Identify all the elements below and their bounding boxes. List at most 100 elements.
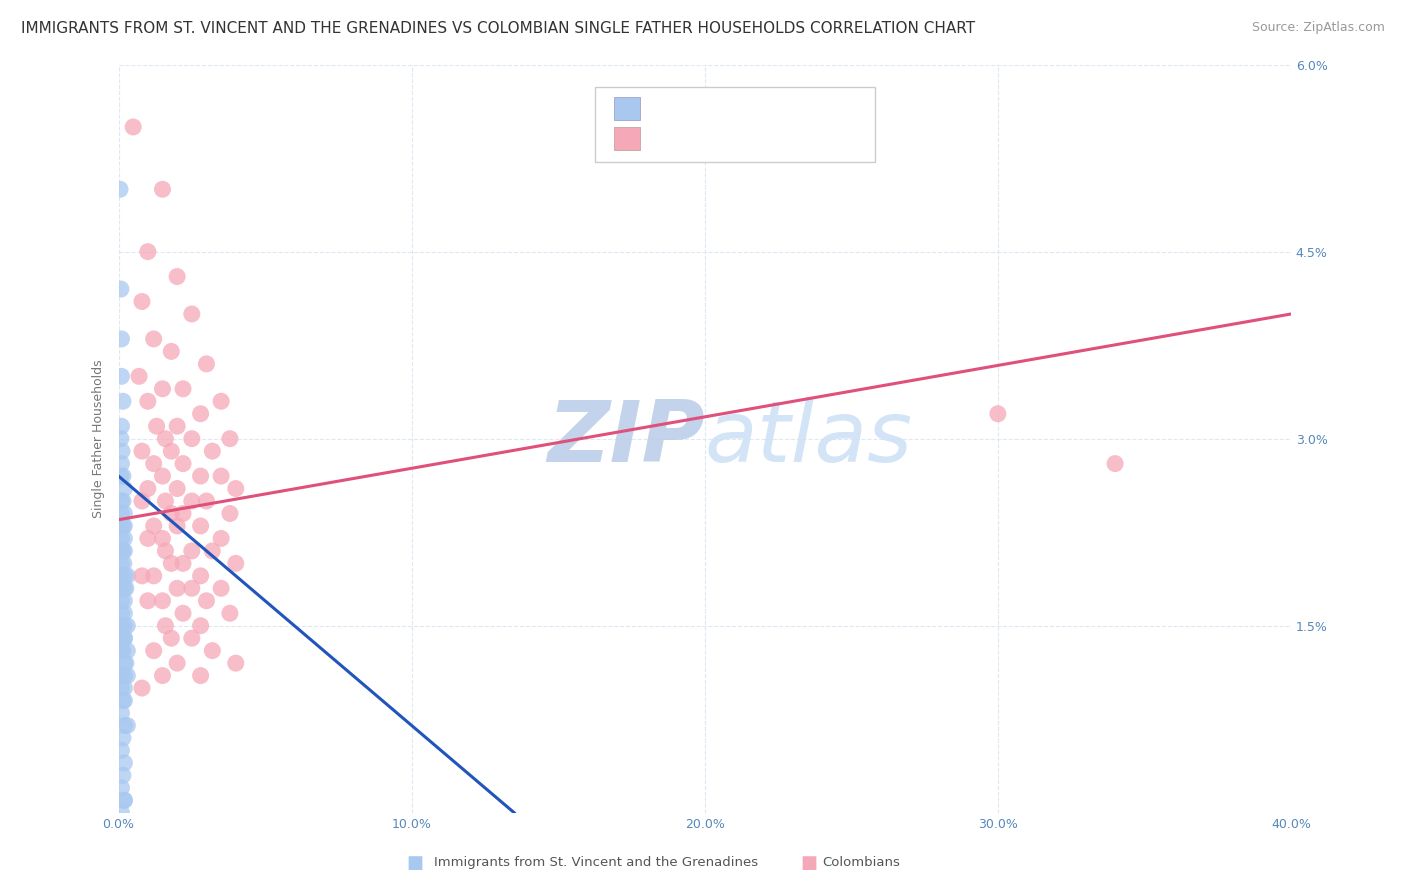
Point [112,557,135,571]
Point [112,793,135,807]
Point [155,494,177,508]
Point [110,432,132,446]
Point [180,494,202,508]
Point [110,780,132,795]
Point [1104,457,1126,471]
Point [112,482,135,496]
Text: ■: ■ [406,854,423,871]
Point [160,444,183,458]
Point [111,469,134,483]
Point [112,718,135,732]
Point [111,643,134,657]
Point [117,643,139,657]
Point [112,618,135,632]
Point [190,407,212,421]
Point [131,494,153,508]
Point [180,631,202,645]
Point [180,307,202,321]
Point [111,394,134,409]
Point [131,681,153,695]
Point [110,594,132,608]
Point [110,643,132,657]
Point [166,269,188,284]
Point [110,618,132,632]
Point [112,681,135,695]
Point [180,582,202,596]
Point [110,606,132,620]
Point [152,182,174,196]
Point [115,582,138,596]
Point [219,606,242,620]
Point [219,507,242,521]
Point [136,244,159,259]
Text: R =  0.235  N = 73: R = 0.235 N = 73 [651,130,789,145]
Point [112,631,135,645]
Point [225,482,247,496]
Point [131,444,153,458]
Point [172,382,194,396]
Point [110,569,132,583]
Point [112,582,135,596]
Point [112,656,135,670]
Point [142,332,165,346]
Point [145,419,167,434]
Point [112,569,135,583]
Point [155,432,177,446]
Point [110,507,132,521]
Point [112,756,135,770]
Point [110,419,132,434]
Point [152,532,174,546]
Point [152,668,174,682]
Point [142,569,165,583]
Point [209,394,232,409]
Point [166,482,188,496]
Point [160,557,183,571]
Point [190,569,212,583]
Point [111,731,134,745]
Point [128,369,150,384]
Point [219,432,242,446]
Point [160,507,183,521]
Point [190,618,212,632]
Point [111,519,134,533]
Point [172,457,194,471]
Point [195,357,218,371]
Point [111,693,134,707]
Point [152,469,174,483]
Point [110,582,132,596]
Point [166,656,188,670]
Point [111,768,134,782]
Point [166,519,188,533]
Point [172,507,194,521]
Text: ZIP: ZIP [547,397,704,480]
Text: Source: ZipAtlas.com: Source: ZipAtlas.com [1251,21,1385,34]
Point [111,544,134,558]
Point [201,643,224,657]
Point [112,606,135,620]
Point [110,332,132,346]
Point [142,519,165,533]
Point [190,668,212,682]
Point [201,544,224,558]
Point [190,469,212,483]
Point [117,718,139,732]
Point [180,544,202,558]
Text: R = -0.265  N = 65: R = -0.265 N = 65 [651,101,790,115]
Point [111,444,134,458]
Text: Colombians: Colombians [823,856,900,869]
Point [172,606,194,620]
Point [136,532,159,546]
Point [112,668,135,682]
Point [110,743,132,757]
Text: Immigrants from St. Vincent and the Grenadines: Immigrants from St. Vincent and the Gren… [434,856,759,869]
Point [110,668,132,682]
Point [190,519,212,533]
Point [987,407,1010,421]
Point [112,544,135,558]
Point [110,706,132,720]
Point [112,532,135,546]
Point [142,457,165,471]
Point [160,344,183,359]
Point [115,656,138,670]
Point [209,469,232,483]
